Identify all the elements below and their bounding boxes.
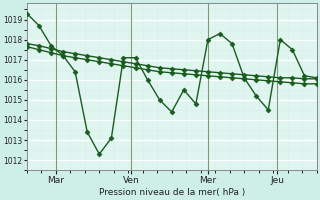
X-axis label: Pression niveau de la mer( hPa ): Pression niveau de la mer( hPa ) xyxy=(99,188,245,197)
